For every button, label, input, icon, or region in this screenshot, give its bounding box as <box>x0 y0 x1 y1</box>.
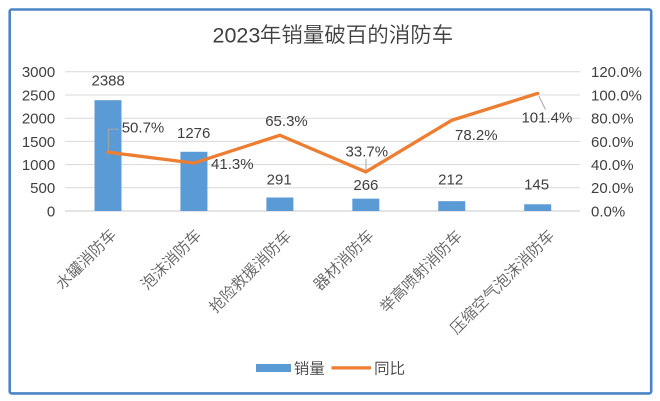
svg-text:78.2%: 78.2% <box>455 127 498 144</box>
svg-text:2500: 2500 <box>22 87 55 104</box>
svg-text:2000: 2000 <box>22 111 55 128</box>
svg-text:80.0%: 80.0% <box>591 111 634 128</box>
svg-text:212: 212 <box>438 171 463 188</box>
svg-text:65.3%: 65.3% <box>265 113 308 130</box>
svg-text:60.0%: 60.0% <box>591 134 634 151</box>
svg-text:41.3%: 41.3% <box>211 156 254 173</box>
svg-text:0: 0 <box>47 203 55 220</box>
svg-text:500: 500 <box>30 180 55 197</box>
svg-text:100.0%: 100.0% <box>591 87 642 104</box>
svg-text:20.0%: 20.0% <box>591 180 634 197</box>
svg-text:2388: 2388 <box>92 73 125 90</box>
svg-text:2023: 2023 <box>213 23 261 47</box>
svg-text:1500: 1500 <box>22 134 55 151</box>
svg-text:101.4%: 101.4% <box>521 109 572 126</box>
svg-text:0.0%: 0.0% <box>591 203 625 220</box>
svg-text:1276: 1276 <box>177 125 210 142</box>
svg-text:291: 291 <box>267 172 292 189</box>
svg-text:3000: 3000 <box>22 64 55 81</box>
svg-text:120.0%: 120.0% <box>591 64 642 81</box>
svg-text:145: 145 <box>524 176 549 193</box>
svg-text:1000: 1000 <box>22 157 55 174</box>
svg-text:33.7%: 33.7% <box>346 144 389 161</box>
svg-text:40.0%: 40.0% <box>591 157 634 174</box>
svg-text:50.7%: 50.7% <box>122 119 165 136</box>
svg-text:266: 266 <box>353 177 378 194</box>
